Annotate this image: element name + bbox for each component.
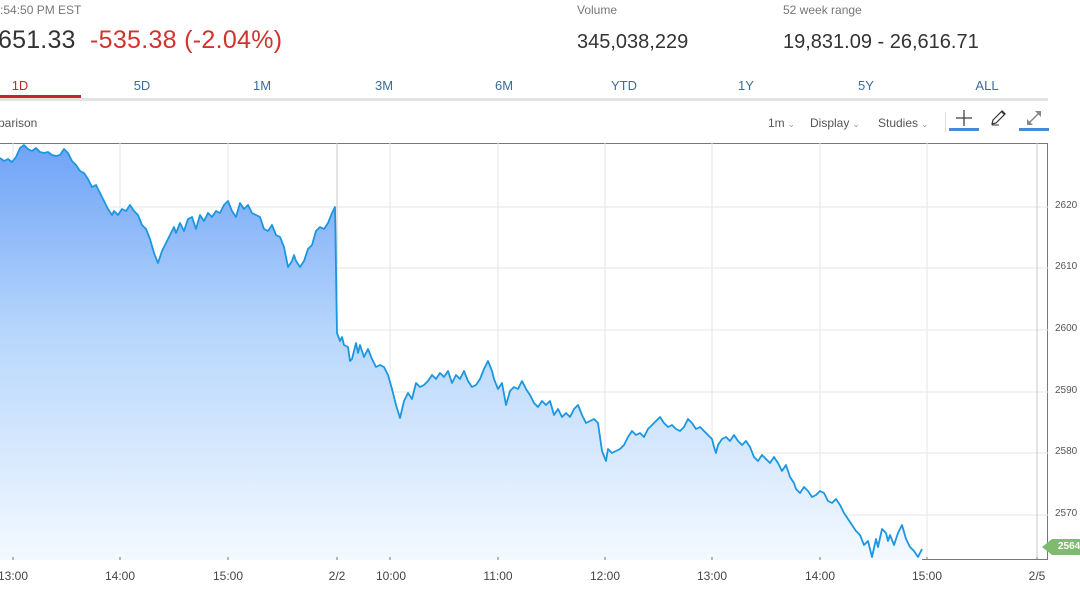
x-tick-label: 15:00 [212,569,244,583]
toolbar-divider [945,112,946,132]
y-tick-label: 2610 [1055,261,1078,272]
range-tabs: 1D 5D 1M 3M 6M YTD 1Y 5Y ALL [0,74,1048,101]
last-price: 651.33 [0,26,76,54]
price-line [0,144,923,558]
active-tab-indicator [0,95,81,98]
x-tick-label: 12:00 [589,569,621,583]
x-tick-label: 14:00 [104,569,136,583]
tab-1m[interactable]: 1M [252,78,272,93]
price-change: -535.38 (-2.04%) [90,26,283,54]
chevron-down-icon: ⌄ [852,119,860,129]
chevron-down-icon: ⌄ [921,119,929,129]
x-tick-label: 13:00 [696,569,728,583]
studies-dropdown[interactable]: Studies ⌄ [878,116,929,130]
crosshair-active-underline [949,128,979,131]
comparison-button[interactable]: parison [0,116,38,130]
last-price-tag: 2564 [1042,539,1080,555]
x-tick-label: 2/5 [1028,569,1046,583]
tab-3m[interactable]: 3M [374,78,394,93]
timestamp: :54:50 PM EST [0,3,82,17]
tab-1d[interactable]: 1D [11,78,29,93]
price-area-fill [0,145,922,560]
display-dropdown[interactable]: Display ⌄ [810,116,860,130]
range-label: 52 week range [783,3,862,17]
expand-icon [1027,111,1041,125]
interval-label: 1m [768,116,785,130]
pencil-icon [991,110,1006,126]
display-label: Display [810,116,850,130]
y-tick-label: 2570 [1055,508,1078,519]
range-value: 19,831.09 - 26,616.71 [783,31,979,53]
y-tick-label: 2620 [1055,200,1078,211]
tab-6m[interactable]: 6M [494,78,514,93]
tab-5d[interactable]: 5D [133,78,151,93]
tab-all[interactable]: ALL [975,78,999,93]
volume-value: 345,038,229 [577,31,689,53]
x-tick-label: 2/2 [328,569,346,583]
y-tick-label: 2590 [1055,385,1078,396]
volume-label: Volume [577,3,618,17]
tab-ytd[interactable]: YTD [611,78,637,93]
chart-plot-area[interactable] [0,143,1048,560]
studies-label: Studies [878,116,919,130]
x-tick-label: 13:00 [0,569,29,583]
chevron-down-icon: ⌄ [787,119,796,129]
x-tick-label: 14:00 [804,569,836,583]
x-axis-ticks [12,557,1038,560]
x-tick-label: 11:00 [483,569,513,583]
crosshair-button[interactable] [949,107,979,131]
price-chart-svg [0,143,1048,560]
tab-1y[interactable]: 1Y [738,78,754,93]
crosshair-icon [956,110,972,126]
fullscreen-underline [1019,128,1049,131]
fullscreen-button[interactable] [1019,107,1049,131]
y-tick-label: 2600 [1055,323,1078,334]
y-tick-label: 2580 [1055,446,1078,457]
x-tick-label: 15:00 [911,569,943,583]
x-tick-label: 10:00 [375,569,407,583]
draw-button[interactable] [984,107,1014,129]
interval-dropdown[interactable]: 1m ⌄ [768,116,795,130]
tab-5y[interactable]: 5Y [858,78,874,93]
